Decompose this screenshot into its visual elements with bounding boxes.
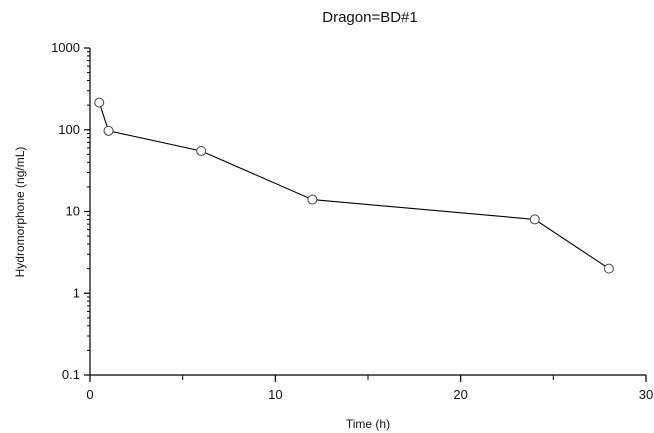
data-point — [103, 125, 114, 136]
y-tick-label: 0.1 — [62, 367, 80, 382]
y-tick-label: 1 — [73, 285, 80, 300]
data-point — [94, 97, 105, 108]
chart-title: Dragon=BD#1 — [322, 9, 417, 26]
x-tick-label: 0 — [86, 387, 93, 402]
x-axis-ticks: 0 10 20 30 — [86, 375, 653, 402]
x-tick-label: 30 — [639, 387, 653, 402]
x-tick-label: 20 — [453, 387, 467, 402]
data-point — [603, 263, 614, 274]
y-axis-ticks: 0.1 1 10 100 1000 — [51, 40, 90, 382]
y-tick-label: 10 — [66, 204, 80, 219]
x-axis: 0 10 20 30 — [86, 374, 653, 402]
y-axis: 0.1 1 10 100 1000 — [51, 40, 91, 382]
series-line — [98, 102, 610, 270]
x-axis-title: Time (h) — [346, 417, 390, 431]
y-axis-title: Hydromorphone (ng/mL) — [13, 147, 27, 278]
data-point — [529, 214, 540, 225]
x-tick-label: 10 — [268, 387, 282, 402]
plot-area — [94, 97, 614, 274]
y-tick-label: 1000 — [51, 40, 80, 55]
data-point — [307, 194, 318, 205]
y-tick-label: 100 — [58, 122, 80, 137]
data-point — [196, 145, 207, 156]
